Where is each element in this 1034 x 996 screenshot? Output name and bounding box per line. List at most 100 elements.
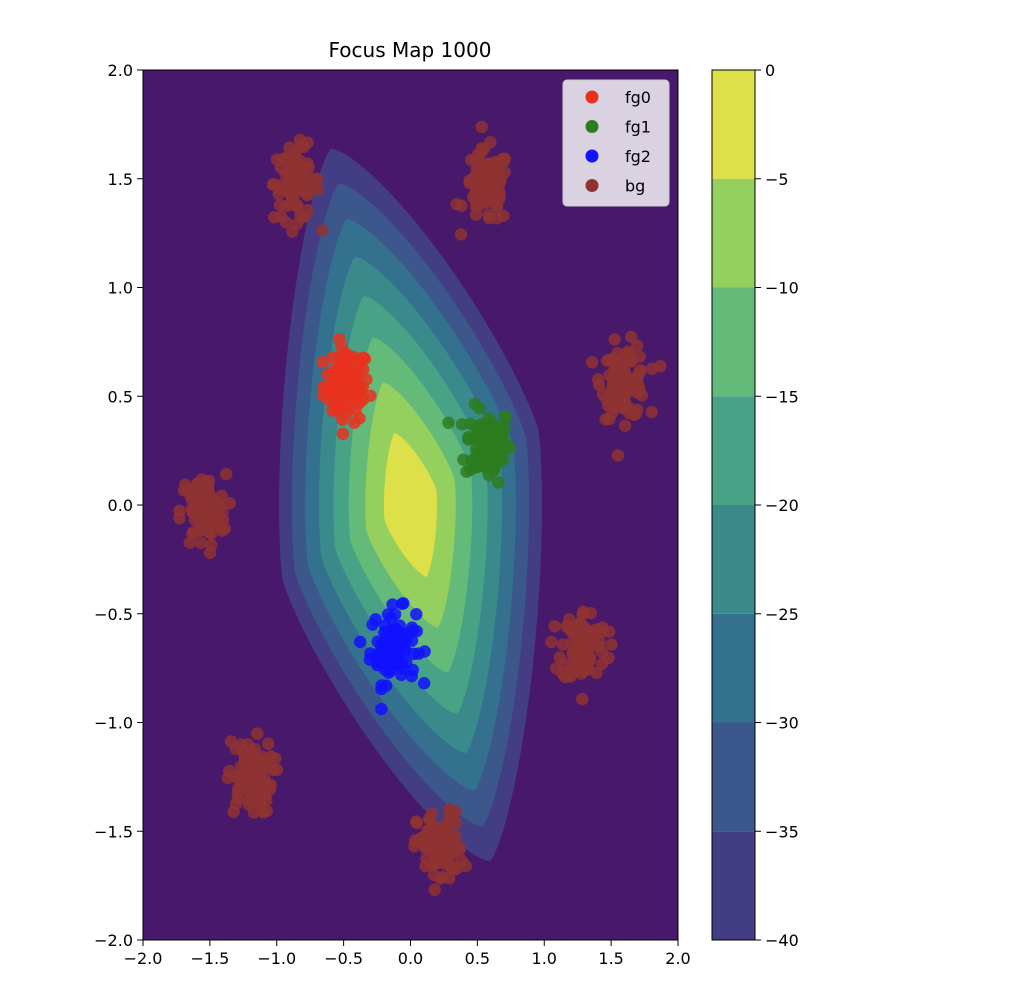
scatter-point-bg (482, 157, 496, 170)
scatter-point-bg (218, 522, 231, 535)
scatter-point-fg2 (386, 598, 399, 611)
legend-marker-bg (585, 179, 599, 192)
scatter-point-bg (444, 811, 458, 824)
x-tick-label: 2.0 (665, 949, 690, 968)
scatter-point-fg2 (417, 677, 431, 690)
scatter-point-bg (603, 412, 616, 426)
scatter-point-bg (473, 158, 486, 171)
scatter-point-fg1 (455, 418, 469, 431)
scatter-point-fg1 (462, 431, 475, 444)
scatter-point-fg0 (327, 382, 340, 395)
legend-marker-fg1 (585, 120, 599, 133)
x-tick-label: −1.0 (257, 949, 296, 968)
scatter-point-bg (566, 648, 579, 661)
x-tick-label: −0.5 (324, 949, 363, 968)
y-tick-label: 2.0 (108, 61, 133, 80)
scatter-point-bg (475, 120, 488, 134)
scatter-point-bg (273, 199, 287, 212)
scatter-point-bg (223, 497, 236, 510)
scatter-point-bg (578, 620, 591, 634)
scatter-point-bg (251, 727, 264, 740)
scatter-point-bg (205, 538, 218, 552)
scatter-point-fg2 (369, 613, 382, 626)
scatter-point-bg (242, 798, 255, 811)
scatter-point-fg0 (339, 348, 352, 361)
scatter-point-bg (296, 211, 309, 224)
y-tick-label: −0.5 (94, 605, 133, 624)
scatter-point-fg2 (375, 641, 388, 655)
scatter-point-bg (491, 167, 504, 180)
scatter-point-fg2 (364, 647, 377, 660)
scatter-points (173, 120, 667, 896)
scatter-point-fg2 (382, 666, 395, 679)
scatter-point-bg (621, 382, 634, 396)
scatter-point-bg (645, 405, 658, 419)
colorbar-band (712, 178, 755, 288)
colorbar-tick-label: −40 (765, 931, 799, 950)
y-tick-label: 0.0 (108, 496, 133, 515)
x-tick-label: 0.5 (465, 949, 490, 968)
scatter-point-bg (234, 760, 247, 773)
scatter-point-bg (545, 635, 558, 649)
scatter-point-bg (185, 493, 198, 506)
legend-box (562, 79, 670, 207)
scatter-point-fg1 (469, 461, 482, 474)
scatter-point-bg (553, 651, 567, 664)
scatter-point-bg (428, 883, 441, 896)
scatter-point-fg2 (410, 608, 423, 621)
colorbar-band (712, 505, 755, 614)
y-axis: 2.0 1.5 1.0 0.5 0.0 −0.5 −1.0 −1.5 −2.0 (94, 61, 143, 950)
scatter-point-bg (454, 228, 468, 241)
scatter-point-bg (592, 373, 605, 386)
scatter-point-fg2 (376, 657, 390, 670)
scatter-point-bg (224, 735, 238, 748)
scatter-point-bg (491, 201, 504, 214)
colorbar-band (712, 831, 755, 940)
scatter-point-bg (609, 400, 622, 413)
scatter-point-bg (631, 386, 644, 399)
x-axis: −2.0 −1.5 −1.0 −0.5 0.0 0.5 1.0 1.5 2.0 (124, 940, 691, 968)
colorbar-tick-label: −5 (765, 170, 789, 189)
colorbar: 0 −5 −10 −15 −20 −25 −30 −35 −40 (711, 61, 799, 950)
scatter-point-bg (565, 625, 578, 638)
scatter-point-bg (631, 339, 644, 352)
scatter-point-fg0 (336, 427, 349, 441)
scatter-point-fg2 (390, 658, 403, 671)
scatter-point-fg0 (357, 363, 370, 376)
scatter-point-bg (483, 211, 496, 225)
scatter-point-fg2 (389, 648, 402, 661)
scatter-point-fg1 (483, 426, 496, 439)
scatter-point-bg (455, 199, 468, 212)
scatter-point-bg (301, 189, 314, 202)
scatter-point-bg (268, 211, 281, 224)
scatter-point-fg0 (316, 356, 329, 369)
colorbar-band (712, 613, 755, 723)
scatter-point-bg (628, 408, 641, 421)
colorbar-tick-label: −20 (765, 496, 799, 515)
scatter-point-bg (584, 607, 597, 620)
scatter-point-bg (203, 521, 216, 534)
scatter-point-bg (230, 797, 243, 810)
legend-marker-fg2 (585, 149, 599, 163)
scatter-point-bg (556, 667, 569, 680)
scatter-point-fg2 (354, 635, 367, 649)
scatter-point-bg (286, 225, 299, 238)
scatter-point-bg (577, 632, 590, 646)
scatter-point-fg1 (457, 453, 470, 466)
scatter-point-bg (556, 638, 570, 651)
scatter-point-bg (453, 843, 466, 856)
scatter-point-fg2 (397, 597, 410, 610)
scatter-point-fg2 (389, 634, 402, 648)
scatter-point-fg2 (380, 679, 393, 692)
x-tick-label: 0.0 (398, 949, 423, 968)
scatter-point-fg2 (418, 645, 431, 658)
scatter-point-fg1 (492, 476, 505, 489)
scatter-point-bg (263, 783, 277, 796)
scatter-point-bg (590, 666, 603, 679)
scatter-point-bg (432, 852, 445, 865)
scatter-point-bg (634, 364, 647, 377)
scatter-point-fg2 (407, 624, 420, 637)
scatter-point-bg (424, 839, 437, 853)
scatter-point-fg0 (343, 365, 356, 378)
scatter-point-bg (289, 197, 303, 210)
